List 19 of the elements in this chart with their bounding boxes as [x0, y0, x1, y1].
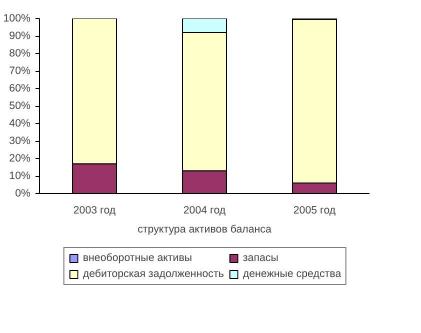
y-tick-label: 30%	[9, 135, 32, 147]
y-tick-label: 100%	[3, 12, 32, 24]
y-tick-label: 0%	[15, 188, 32, 200]
y-tick-label: 20%	[9, 152, 32, 164]
y-tick-label: 10%	[9, 170, 32, 182]
y-tick-label: 80%	[9, 48, 32, 60]
legend-label: денежные средства	[242, 268, 342, 280]
legend-label: дебиторская задолженность	[82, 268, 224, 280]
y-tick-label: 60%	[9, 82, 32, 94]
legend-label: внеоборотные активы	[82, 252, 192, 264]
y-tick-label: 50%	[9, 100, 32, 112]
x-axis-title: структура активов баланса	[138, 224, 272, 236]
x-tick-label: 2003 год	[73, 204, 116, 216]
x-tick-label: 2004 год	[183, 204, 226, 216]
y-tick-label: 70%	[9, 65, 32, 77]
legend-label: запасы	[242, 252, 278, 264]
x-tick-label: 2005 год	[293, 204, 336, 216]
y-tick-label: 40%	[9, 118, 32, 130]
y-tick-label: 90%	[9, 30, 32, 42]
